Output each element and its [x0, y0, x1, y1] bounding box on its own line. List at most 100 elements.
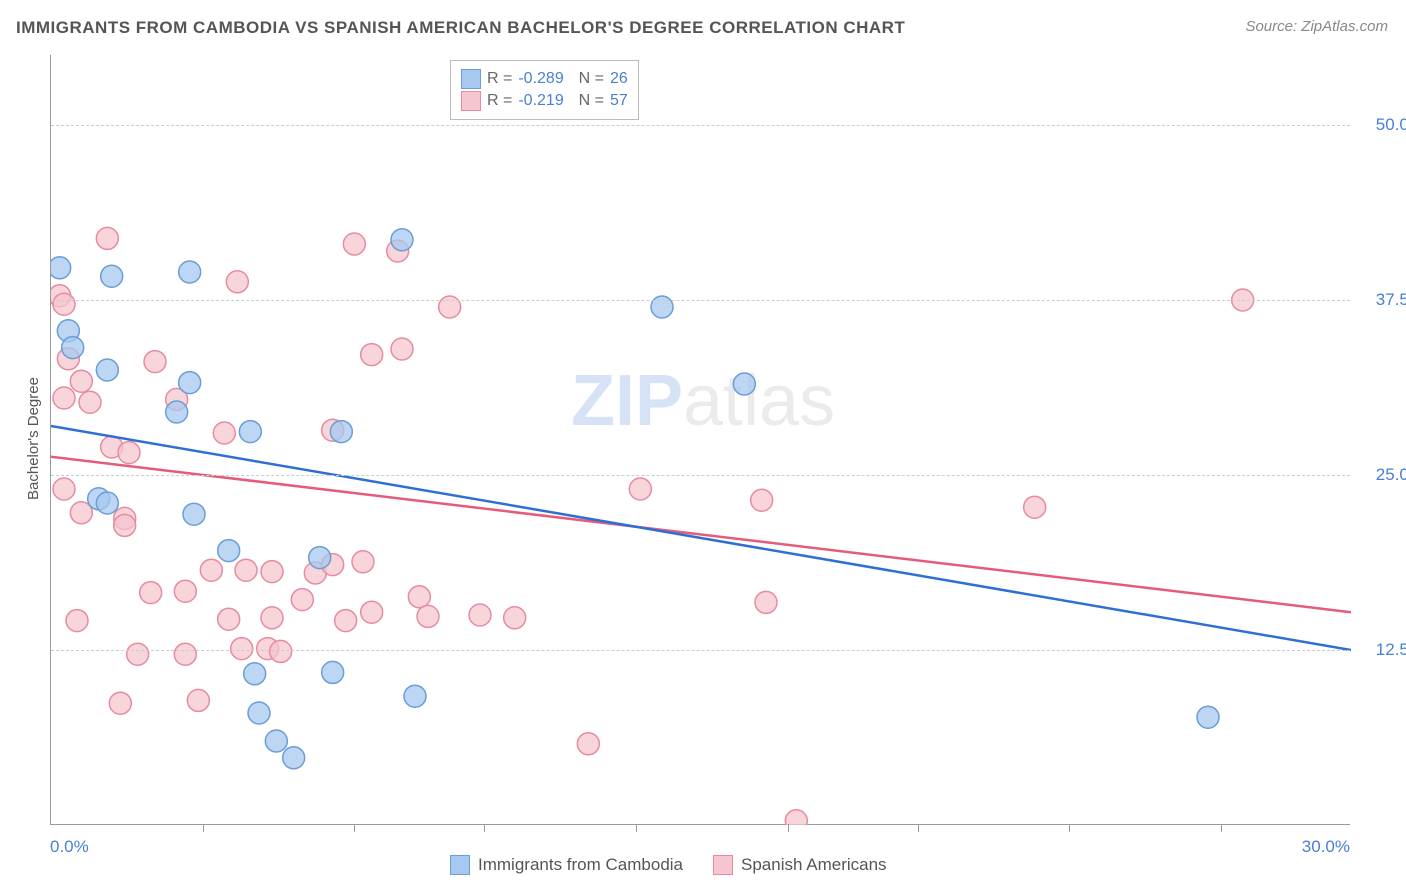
scatter-point [101, 265, 123, 287]
scatter-point [504, 607, 526, 629]
scatter-point [322, 554, 344, 576]
x-axis-max-label: 30.0% [1302, 837, 1350, 857]
gridline [51, 650, 1350, 651]
legend-series-item: Spanish Americans [713, 855, 887, 875]
legend-r-label: R = [487, 92, 512, 110]
y-tick-label: 37.5% [1376, 290, 1406, 310]
scatter-point [239, 421, 261, 443]
scatter-point [352, 551, 374, 573]
gridline [51, 300, 1350, 301]
legend-row: R = -0.219 N = 57 [461, 91, 628, 111]
scatter-point [96, 359, 118, 381]
legend-n-label: N = [570, 92, 604, 110]
scatter-point [309, 547, 331, 569]
scatter-point [51, 257, 71, 279]
scatter-point [166, 401, 188, 423]
scatter-point [343, 233, 365, 255]
x-tick [203, 824, 204, 832]
trend-line [51, 426, 1351, 650]
scatter-point [755, 591, 777, 613]
scatter-point [391, 229, 413, 251]
chart-source: Source: ZipAtlas.com [1245, 18, 1388, 35]
scatter-point [469, 604, 491, 626]
y-tick-label: 25.0% [1376, 465, 1406, 485]
series-legend: Immigrants from Cambodia Spanish American… [450, 855, 887, 875]
scatter-point [96, 227, 118, 249]
legend-series-name: Immigrants from Cambodia [478, 855, 683, 875]
scatter-point [244, 663, 266, 685]
x-tick [918, 824, 919, 832]
scatter-point [261, 561, 283, 583]
scatter-point [1197, 706, 1219, 728]
scatter-svg [51, 55, 1351, 825]
scatter-point [231, 638, 253, 660]
watermark-light: atlas [683, 361, 835, 441]
scatter-point [118, 442, 140, 464]
scatter-point [70, 502, 92, 524]
chart-container: IMMIGRANTS FROM CAMBODIA VS SPANISH AMER… [0, 0, 1406, 892]
legend-n-value: 57 [610, 92, 628, 110]
scatter-point [114, 514, 136, 536]
legend-r-value: -0.219 [518, 92, 563, 110]
scatter-point [404, 685, 426, 707]
legend-series-name: Spanish Americans [741, 855, 887, 875]
scatter-point [179, 261, 201, 283]
y-tick-label: 12.5% [1376, 640, 1406, 660]
scatter-point [183, 503, 205, 525]
gridline [51, 475, 1350, 476]
x-tick [354, 824, 355, 832]
scatter-point [200, 559, 222, 581]
scatter-point [577, 733, 599, 755]
scatter-point [265, 730, 287, 752]
legend-r-label: R = [487, 70, 512, 88]
scatter-point [114, 507, 136, 529]
scatter-point [96, 492, 118, 514]
scatter-point [361, 344, 383, 366]
scatter-point [291, 589, 313, 611]
scatter-point [187, 689, 209, 711]
correlation-legend: R = -0.289 N = 26R = -0.219 N = 57 [450, 60, 639, 120]
scatter-point [53, 387, 75, 409]
scatter-point [335, 610, 357, 632]
scatter-point [1024, 496, 1046, 518]
legend-swatch [713, 855, 733, 875]
trend-line [51, 457, 1351, 612]
scatter-point [109, 692, 131, 714]
scatter-point [174, 580, 196, 602]
x-tick [1069, 824, 1070, 832]
scatter-point [261, 607, 283, 629]
x-tick [788, 824, 789, 832]
watermark: ZIPatlas [571, 360, 835, 442]
scatter-point [391, 338, 413, 360]
scatter-point [66, 610, 88, 632]
scatter-point [248, 702, 270, 724]
scatter-point [785, 810, 807, 825]
legend-n-value: 26 [610, 70, 628, 88]
legend-r-value: -0.289 [518, 70, 563, 88]
plot-area: ZIPatlas 12.5%25.0%37.5%50.0% [50, 55, 1350, 825]
legend-n-label: N = [570, 70, 604, 88]
watermark-bold: ZIP [571, 361, 683, 441]
scatter-point [408, 586, 430, 608]
scatter-point [53, 478, 75, 500]
scatter-point [213, 422, 235, 444]
legend-swatch [450, 855, 470, 875]
scatter-point [322, 661, 344, 683]
scatter-point [330, 421, 352, 443]
scatter-point [226, 271, 248, 293]
scatter-point [283, 747, 305, 769]
scatter-point [304, 562, 326, 584]
scatter-point [53, 293, 75, 315]
scatter-point [257, 638, 279, 660]
legend-row: R = -0.289 N = 26 [461, 69, 628, 89]
scatter-point [140, 582, 162, 604]
y-tick-label: 50.0% [1376, 115, 1406, 135]
scatter-point [88, 488, 110, 510]
x-axis-min-label: 0.0% [50, 837, 89, 857]
scatter-point [79, 391, 101, 413]
scatter-point [101, 436, 123, 458]
scatter-point [57, 320, 79, 342]
scatter-point [166, 388, 188, 410]
scatter-point [179, 372, 201, 394]
scatter-point [751, 489, 773, 511]
